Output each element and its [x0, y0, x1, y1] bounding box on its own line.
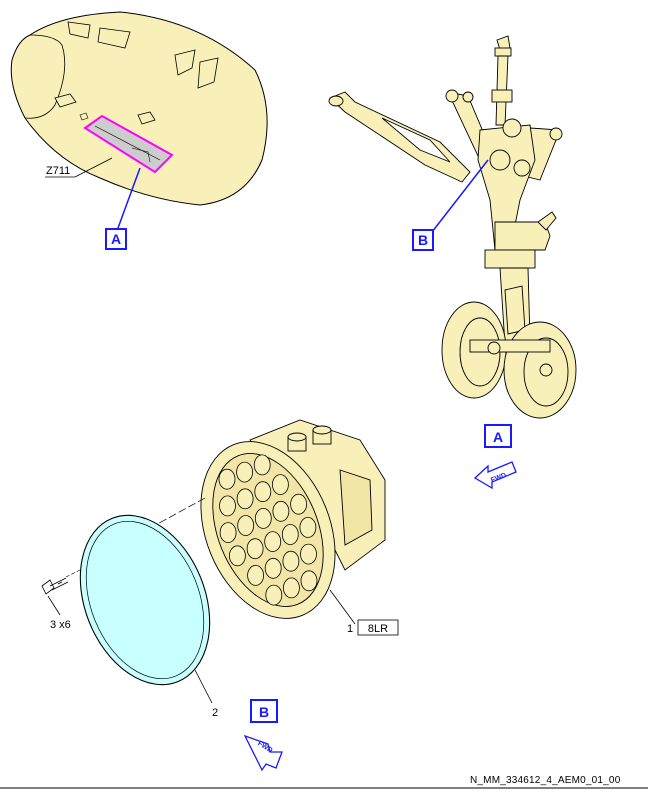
fwd-arrow-b: FWD — [243, 734, 283, 772]
item1-leader — [329, 589, 356, 625]
item1-id-label: 8LR — [368, 623, 388, 635]
lamp-cell — [219, 495, 236, 517]
lamp-cell — [218, 468, 236, 490]
lamp-cell — [282, 577, 300, 599]
lamp-cell — [219, 522, 237, 543]
item1-id-box — [357, 619, 399, 636]
nose-landing-gear — [328, 35, 577, 419]
view-b-label: B — [259, 704, 269, 720]
item1-label: 1 — [347, 623, 353, 635]
lamp-cell — [290, 493, 308, 515]
lamp-cell — [254, 481, 272, 503]
view-a-label: A — [493, 429, 503, 445]
lamp-cell — [299, 517, 317, 538]
lamp-cell — [264, 557, 282, 579]
lamp-cell — [253, 454, 271, 476]
reference-code: N_MM_334612_4_AEM0_01_00 — [470, 775, 621, 786]
lens-cover — [79, 514, 211, 686]
landing-gear-bay-highlight — [83, 114, 174, 174]
lamp-cell — [237, 515, 255, 536]
screw — [41, 577, 69, 595]
lamp-cell — [246, 538, 264, 560]
fwd-arrow-a: FWD — [473, 461, 517, 490]
view-b-marker: B — [250, 699, 278, 723]
lamp-cell — [272, 500, 290, 522]
callout-a: A — [105, 228, 127, 250]
lamp-cell — [236, 488, 254, 510]
lamp-cell — [300, 570, 318, 592]
zone-label: Z711 — [46, 165, 70, 177]
callout-a-leader — [117, 167, 141, 229]
callout-b-label: B — [418, 232, 428, 248]
item3-label: 3 x6 — [50, 619, 71, 631]
item2-label: 2 — [212, 707, 218, 719]
lamp-cell — [247, 565, 265, 586]
fuselage-nose — [10, 11, 268, 206]
zone-leader — [45, 157, 113, 178]
lamp-cell — [236, 461, 254, 483]
lamp-cell — [254, 508, 272, 529]
lamp-cell — [264, 531, 282, 552]
lamp-cell — [271, 474, 289, 496]
lamp-cell — [282, 550, 300, 572]
screw-alignment — [65, 569, 81, 578]
lamp-cell — [300, 543, 317, 565]
callout-b: B — [412, 229, 434, 251]
lamp-cell — [281, 524, 299, 545]
lamp-grid — [218, 454, 318, 606]
callout-a-label: A — [111, 231, 121, 247]
lamp-cell — [228, 545, 246, 567]
alignment-line — [149, 497, 206, 529]
callout-b-leader — [431, 159, 489, 233]
item3-leader — [47, 595, 61, 616]
view-a-marker: A — [484, 424, 512, 448]
lamp-cell — [265, 584, 283, 606]
item2-leader — [194, 669, 213, 704]
